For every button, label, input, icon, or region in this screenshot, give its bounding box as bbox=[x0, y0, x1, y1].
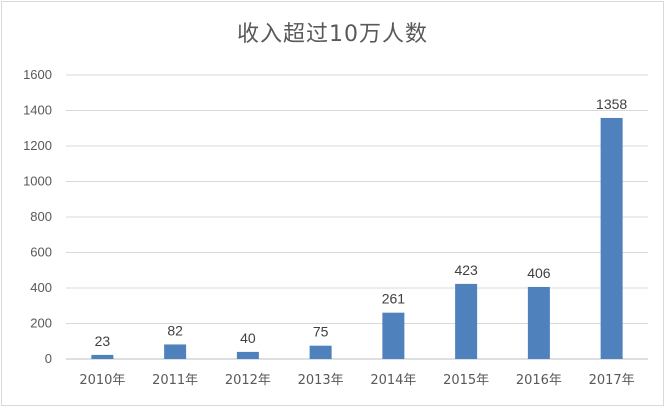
bar bbox=[600, 117, 623, 359]
y-tick-label: 200 bbox=[30, 316, 52, 331]
data-label: 40 bbox=[240, 330, 256, 346]
bar bbox=[91, 354, 114, 359]
data-label: 82 bbox=[167, 322, 183, 338]
bar bbox=[382, 312, 405, 359]
x-tick-label: 2011年 bbox=[152, 373, 198, 388]
y-tick-label: 1400 bbox=[23, 103, 52, 118]
x-tick-label: 2015年 bbox=[443, 373, 489, 388]
chart-title: 收入超过10万人数 bbox=[237, 22, 428, 47]
data-label: 261 bbox=[382, 291, 406, 307]
y-tick-label: 600 bbox=[30, 245, 52, 260]
data-label: 423 bbox=[454, 262, 478, 278]
x-tick-label: 2010年 bbox=[79, 373, 125, 388]
y-tick-label: 1000 bbox=[23, 174, 52, 189]
data-label: 406 bbox=[527, 265, 551, 281]
bar bbox=[236, 351, 259, 359]
x-tick-label: 2012年 bbox=[225, 373, 271, 388]
bar bbox=[164, 344, 187, 359]
y-tick-label: 800 bbox=[30, 209, 52, 224]
x-tick-label: 2016年 bbox=[516, 373, 562, 388]
data-label: 1358 bbox=[596, 96, 627, 112]
y-tick-label: 400 bbox=[30, 280, 52, 295]
y-tick-label: 1600 bbox=[23, 67, 52, 82]
x-tick-label: 2017年 bbox=[589, 373, 635, 388]
data-label: 75 bbox=[313, 324, 329, 340]
x-tick-label: 2013年 bbox=[298, 373, 344, 388]
bar bbox=[309, 345, 332, 359]
data-label: 23 bbox=[95, 333, 111, 349]
bar bbox=[455, 283, 478, 359]
y-tick-label: 1200 bbox=[23, 138, 52, 153]
x-tick-label: 2014年 bbox=[370, 373, 416, 388]
y-tick-label: 0 bbox=[45, 351, 52, 366]
bar bbox=[527, 286, 550, 359]
